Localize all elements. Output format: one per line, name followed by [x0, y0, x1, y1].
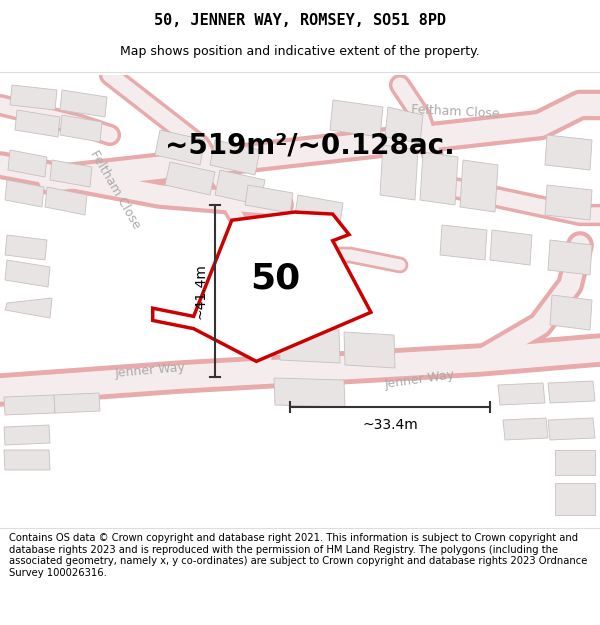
Polygon shape [60, 90, 107, 117]
Text: Jenner Way: Jenner Way [114, 361, 186, 379]
Polygon shape [210, 140, 260, 175]
Polygon shape [550, 295, 592, 330]
Polygon shape [245, 185, 293, 213]
Text: Map shows position and indicative extent of the property.: Map shows position and indicative extent… [120, 45, 480, 58]
Polygon shape [5, 260, 50, 287]
Polygon shape [5, 180, 44, 207]
Text: ~519m²/~0.128ac.: ~519m²/~0.128ac. [165, 131, 455, 159]
Polygon shape [4, 450, 50, 470]
Polygon shape [279, 327, 340, 363]
Text: Feltham Close: Feltham Close [87, 148, 143, 232]
Polygon shape [8, 150, 47, 177]
Polygon shape [10, 85, 57, 110]
Polygon shape [215, 170, 265, 205]
Polygon shape [54, 393, 100, 413]
Polygon shape [45, 187, 87, 215]
Polygon shape [50, 160, 92, 187]
Polygon shape [385, 107, 423, 143]
Polygon shape [153, 212, 371, 361]
Polygon shape [330, 100, 383, 137]
Text: 50, JENNER WAY, ROMSEY, SO51 8PD: 50, JENNER WAY, ROMSEY, SO51 8PD [154, 12, 446, 28]
Polygon shape [4, 395, 55, 415]
Polygon shape [5, 235, 47, 260]
Polygon shape [555, 450, 595, 475]
Polygon shape [545, 135, 592, 170]
Polygon shape [5, 298, 52, 318]
Polygon shape [380, 145, 418, 200]
Polygon shape [344, 332, 395, 368]
Polygon shape [548, 381, 595, 403]
Polygon shape [548, 418, 595, 440]
Polygon shape [548, 240, 592, 275]
Polygon shape [15, 110, 60, 137]
Text: Feltham Close: Feltham Close [410, 103, 500, 121]
Polygon shape [274, 378, 345, 407]
Polygon shape [295, 195, 343, 223]
Text: ~33.4m: ~33.4m [362, 418, 418, 432]
Polygon shape [420, 152, 458, 205]
Polygon shape [545, 185, 592, 220]
Polygon shape [498, 383, 545, 405]
Polygon shape [165, 162, 215, 195]
Polygon shape [155, 130, 205, 165]
Polygon shape [460, 160, 498, 212]
Text: Jenner Way: Jenner Way [384, 369, 456, 391]
Text: 50: 50 [250, 262, 300, 296]
Polygon shape [503, 418, 548, 440]
Polygon shape [555, 483, 595, 515]
Text: ~41.4m: ~41.4m [194, 263, 208, 319]
Text: Contains OS data © Crown copyright and database right 2021. This information is : Contains OS data © Crown copyright and d… [9, 533, 587, 578]
Polygon shape [440, 225, 487, 260]
Polygon shape [60, 115, 102, 142]
Polygon shape [490, 230, 532, 265]
Polygon shape [4, 425, 50, 445]
